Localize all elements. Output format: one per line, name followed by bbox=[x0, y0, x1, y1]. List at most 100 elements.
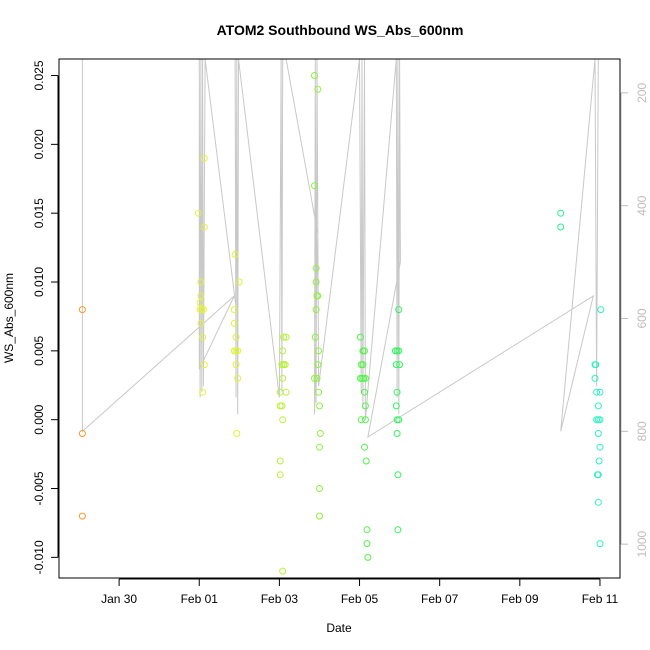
right-tick-label: 1000 bbox=[635, 530, 649, 557]
data-point bbox=[230, 306, 238, 314]
data-point bbox=[313, 374, 321, 382]
data-points-layer bbox=[78, 72, 605, 575]
data-point bbox=[312, 278, 320, 286]
chart-title: ATOM2 Southbound WS_Abs_600nm bbox=[217, 22, 464, 38]
data-point bbox=[316, 512, 323, 520]
data-point bbox=[597, 306, 605, 314]
data-point bbox=[232, 361, 240, 369]
data-point bbox=[231, 251, 239, 258]
data-point bbox=[361, 388, 368, 396]
data-point bbox=[316, 402, 323, 410]
data-point bbox=[596, 416, 604, 424]
data-point bbox=[279, 374, 287, 382]
data-point bbox=[593, 388, 601, 396]
data-point bbox=[361, 416, 369, 424]
data-point bbox=[392, 361, 400, 369]
data-point bbox=[393, 388, 401, 396]
x-tick-label: Feb 05 bbox=[341, 592, 379, 606]
data-point bbox=[311, 374, 318, 382]
data-point bbox=[395, 416, 403, 424]
data-point bbox=[194, 209, 202, 217]
data-point bbox=[361, 443, 368, 451]
data-point bbox=[276, 388, 284, 396]
data-point bbox=[361, 347, 368, 355]
data-point bbox=[276, 471, 284, 479]
data-point bbox=[200, 223, 208, 231]
data-point bbox=[594, 471, 602, 479]
data-point bbox=[596, 540, 604, 548]
data-point bbox=[316, 485, 323, 492]
right-tick-label: 800 bbox=[635, 421, 649, 441]
data-point bbox=[557, 209, 565, 217]
data-point bbox=[281, 361, 289, 369]
data-point bbox=[199, 388, 207, 396]
data-point bbox=[230, 319, 238, 327]
y-tick-label: 0.005 bbox=[32, 336, 46, 366]
data-point bbox=[235, 278, 243, 286]
data-point bbox=[282, 388, 290, 396]
data-point bbox=[591, 374, 599, 382]
data-point bbox=[557, 223, 565, 231]
data-point bbox=[316, 430, 324, 437]
data-point bbox=[234, 347, 242, 355]
data-point bbox=[199, 306, 207, 314]
y-tick-label: 0.000 bbox=[32, 404, 46, 434]
data-point bbox=[596, 388, 604, 396]
data-point bbox=[315, 347, 323, 355]
data-point bbox=[278, 402, 286, 410]
right-tick-label: 600 bbox=[635, 308, 649, 328]
data-point bbox=[279, 416, 287, 424]
data-point bbox=[312, 306, 320, 314]
data-point bbox=[280, 333, 288, 341]
data-point bbox=[361, 402, 369, 410]
data-point bbox=[594, 430, 602, 437]
data-point bbox=[393, 430, 401, 437]
data-point bbox=[232, 333, 240, 341]
data-point bbox=[311, 333, 319, 341]
data-point bbox=[359, 361, 367, 369]
data-point bbox=[361, 374, 369, 382]
data-point bbox=[394, 471, 402, 479]
altitude-track-line bbox=[81, 59, 600, 439]
data-point bbox=[392, 402, 400, 410]
x-tick-label: Feb 07 bbox=[421, 592, 459, 606]
right-tick-label: 400 bbox=[635, 195, 649, 215]
x-axis-title: Date bbox=[326, 621, 352, 635]
y-tick-label: 0.010 bbox=[32, 267, 46, 297]
data-point bbox=[356, 333, 364, 341]
y-tick-label: 0.015 bbox=[32, 198, 46, 228]
data-point bbox=[396, 361, 404, 369]
data-point bbox=[200, 154, 208, 162]
y-tick-label: 0.020 bbox=[32, 129, 46, 159]
data-point bbox=[594, 402, 602, 410]
data-point bbox=[595, 457, 603, 465]
data-point bbox=[78, 306, 86, 314]
data-point bbox=[592, 361, 600, 369]
x-tick-label: Jan 30 bbox=[101, 592, 137, 606]
data-point bbox=[314, 85, 322, 93]
data-point bbox=[196, 299, 204, 307]
data-point bbox=[363, 540, 371, 548]
y-tick-label: 0.025 bbox=[32, 60, 46, 90]
data-point bbox=[199, 333, 207, 341]
data-point bbox=[78, 512, 86, 520]
x-tick-label: Feb 03 bbox=[261, 592, 299, 606]
data-point bbox=[394, 526, 402, 534]
data-point bbox=[311, 182, 318, 190]
data-point bbox=[282, 333, 290, 341]
right-tick-label: 200 bbox=[635, 83, 649, 103]
altitude-track-layer bbox=[81, 59, 600, 439]
data-point bbox=[197, 319, 205, 327]
data-point bbox=[364, 553, 372, 561]
data-point bbox=[596, 443, 604, 451]
y-tick-label: -0.010 bbox=[32, 540, 46, 574]
data-point bbox=[279, 567, 287, 575]
data-point bbox=[200, 361, 208, 369]
data-point bbox=[594, 498, 602, 506]
data-point bbox=[279, 347, 287, 355]
x-tick-label: Feb 11 bbox=[582, 592, 619, 606]
data-point bbox=[362, 457, 370, 465]
axes-layer: Jan 30 Feb 01 Feb 03 Feb 05 Feb 07 Feb 09 Feb … bbox=[32, 58, 649, 606]
data-point bbox=[311, 72, 318, 79]
